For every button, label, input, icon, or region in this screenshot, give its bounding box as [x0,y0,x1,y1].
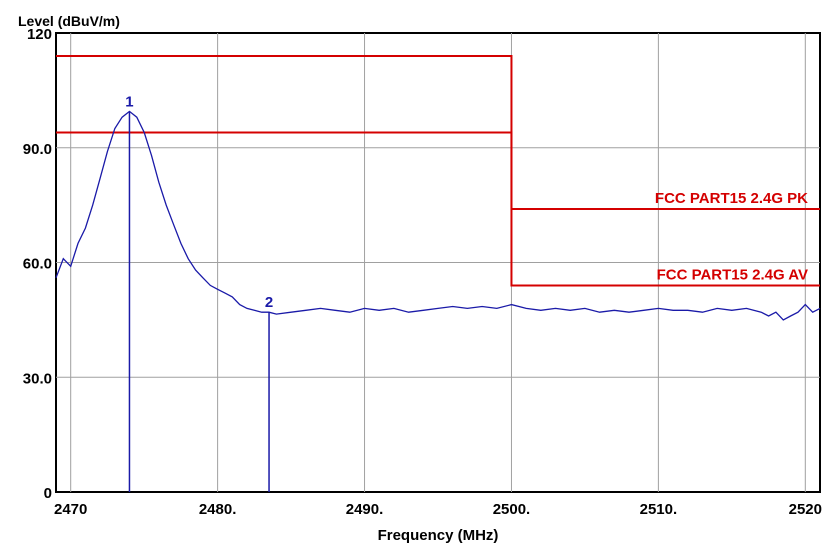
marker-label: 1 [125,93,133,110]
y-tick-label: 120 [27,26,52,43]
marker-lines: 12 [125,93,273,492]
y-axis-label: Level (dBuV/m) [18,13,120,29]
limit-line-label: FCC PART15 2.4G AV [657,266,808,283]
x-tick-label: 2470 [54,501,87,518]
limit-line [56,131,820,287]
y-tick-label: 90.0 [23,141,52,158]
limit-lines [56,54,820,287]
y-tick-label: 30.0 [23,370,52,387]
axis-labels: Level (dBuV/m) Frequency (MHz) [18,13,498,544]
x-tick-label: 2480. [199,501,237,518]
limit-labels: FCC PART15 2.4G PK FCC PART15 2.4G AV [655,190,808,284]
grid [56,33,820,492]
x-tick-label: 2520 [789,501,822,518]
trace [55,110,821,321]
limit-line-label: FCC PART15 2.4G PK [655,190,808,207]
x-tick-label: 2500. [493,501,531,518]
marker-label: 2 [265,294,273,311]
x-tick-label: 2510. [640,501,678,518]
data-trace-line [55,110,821,321]
tick-labels: 2470 2480. 2490. 2500. 2510. 2520 0 30.0 60.0 90.… [23,26,822,518]
y-tick-label: 60.0 [23,256,52,273]
y-tick-label: 0 [44,485,52,502]
x-axis-label: Frequency (MHz) [378,527,499,544]
x-tick-label: 2490. [346,501,384,518]
